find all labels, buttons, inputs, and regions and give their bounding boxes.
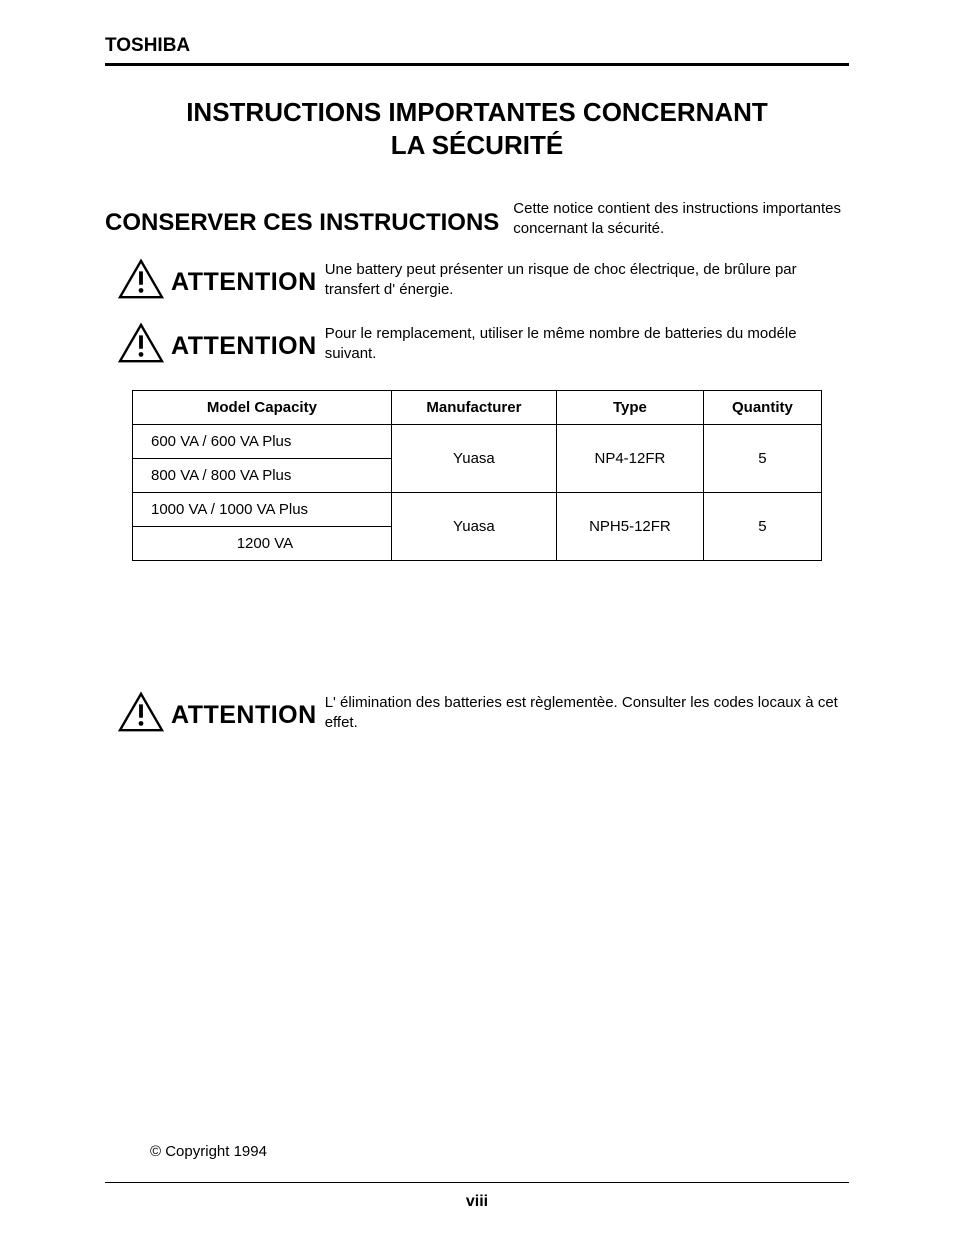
cell-type: NP4-12FR [557,424,704,492]
cell-model: 600 VA / 600 VA Plus [133,424,392,458]
th-manufacturer: Manufacturer [391,390,556,424]
title-line2: LA SÉCURITÉ [391,130,563,160]
th-quantity: Quantity [703,390,821,424]
cell-model: 1200 VA [133,526,392,560]
cell-quantity: 5 [703,492,821,560]
attention-text-3: L' élimination des batteries est règleme… [325,691,849,734]
battery-table: Model Capacity Manufacturer Type Quantit… [132,390,822,561]
main-title: INSTRUCTIONS IMPORTANTES CONCERNANT LA S… [105,96,849,161]
attention-block-1: ATTENTION Une battery peut présenter un … [117,258,849,301]
th-type: Type [557,390,704,424]
subheading-note: Cette notice contient des instructions i… [513,199,849,240]
attention-label: ATTENTION [171,258,317,297]
page-number: viii [466,1193,488,1210]
page-container: TOSHIBA INSTRUCTIONS IMPORTANTES CONCERN… [0,0,954,1235]
warning-icon [117,258,165,300]
cell-model: 800 VA / 800 VA Plus [133,458,392,492]
attention-text-2: Pour le remplacement, utiliser le même n… [325,322,849,365]
cell-manufacturer: Yuasa [391,492,556,560]
attention-block-2: ATTENTION Pour le remplacement, utiliser… [117,322,849,365]
attention-label: ATTENTION [171,322,317,361]
table-row: 600 VA / 600 VA Plus Yuasa NP4-12FR 5 [133,424,822,458]
attention-label: ATTENTION [171,691,317,730]
subheading-title: CONSERVER CES INSTRUCTIONS [105,199,499,237]
cell-quantity: 5 [703,424,821,492]
attention-block-3: ATTENTION L' élimination des batteries e… [117,691,849,734]
cell-model: 1000 VA / 1000 VA Plus [133,492,392,526]
warning-icon [117,691,165,733]
attention-text-1: Une battery peut présenter un risque de … [325,258,849,301]
title-line1: INSTRUCTIONS IMPORTANTES CONCERNANT [186,97,768,127]
table-row: 1000 VA / 1000 VA Plus Yuasa NPH5-12FR 5 [133,492,822,526]
table-header-row: Model Capacity Manufacturer Type Quantit… [133,390,822,424]
copyright-text: © Copyright 1994 [150,1143,267,1160]
cell-manufacturer: Yuasa [391,424,556,492]
brand-header: TOSHIBA [105,35,849,66]
cell-type: NPH5-12FR [557,492,704,560]
warning-icon [117,322,165,364]
th-model: Model Capacity [133,390,392,424]
subheading-row: CONSERVER CES INSTRUCTIONS Cette notice … [105,199,849,240]
page-footer: viii [105,1182,849,1235]
